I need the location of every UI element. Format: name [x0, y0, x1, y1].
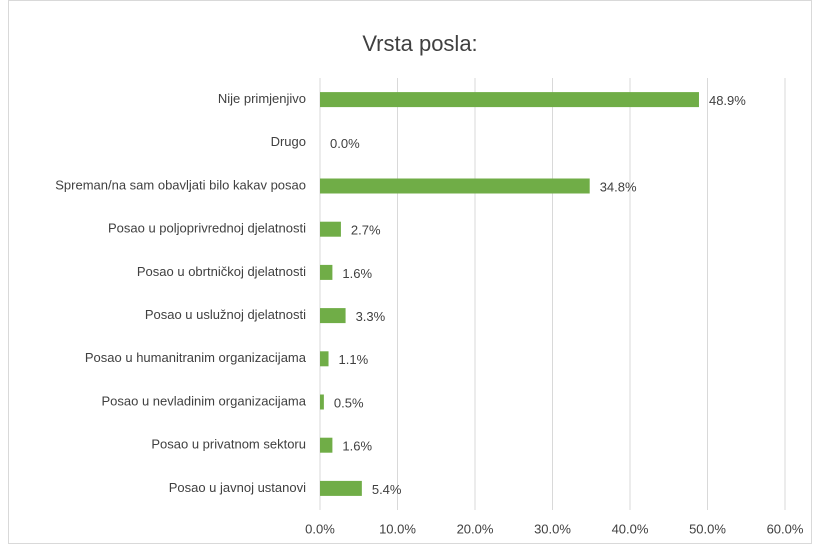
bar: [320, 92, 699, 108]
bar: [320, 308, 346, 324]
x-tick-label: 30.0%: [534, 521, 571, 536]
y-tick-label: Posao u nevladinim organizacijama: [101, 393, 306, 408]
chart-frame: [8, 0, 812, 544]
data-label: 0.0%: [330, 136, 360, 151]
data-label: 34.8%: [600, 179, 637, 194]
bar: [320, 437, 333, 453]
data-label: 0.5%: [334, 395, 364, 410]
bar: [320, 351, 329, 367]
bar: [320, 178, 590, 194]
data-label: 1.1%: [339, 352, 369, 367]
y-tick-label: Drugo: [271, 134, 306, 149]
data-label: 48.9%: [709, 93, 746, 108]
y-tick-label: Spreman/na sam obavljati bilo kakav posa…: [55, 177, 306, 192]
bar: [320, 264, 333, 280]
data-label: 2.7%: [351, 223, 381, 238]
x-tick-label: 50.0%: [689, 521, 726, 536]
bar: [320, 394, 324, 410]
data-label: 5.4%: [372, 482, 402, 497]
y-tick-label: Nije primjenjivo: [218, 91, 306, 106]
bar: [320, 480, 362, 496]
x-tick-label: 60.0%: [767, 521, 804, 536]
y-tick-label: Posao u privatnom sektoru: [151, 437, 306, 452]
y-tick-label: Posao u obrtničkoj djelatnosti: [137, 264, 306, 279]
data-label: 3.3%: [356, 309, 386, 324]
data-label: 1.6%: [342, 439, 372, 454]
data-label: 1.6%: [342, 266, 372, 281]
bar: [320, 221, 341, 237]
y-tick-label: Posao u javnoj ustanovi: [169, 480, 306, 495]
x-tick-label: 20.0%: [457, 521, 494, 536]
x-tick-label: 0.0%: [305, 521, 335, 536]
x-tick-label: 10.0%: [379, 521, 416, 536]
y-tick-label: Posao u uslužnoj djelatnosti: [145, 307, 306, 322]
y-tick-label: Posao u humanitranim organizacijama: [85, 350, 307, 365]
chart-title: Vrsta posla:: [362, 31, 477, 56]
x-tick-label: 40.0%: [612, 521, 649, 536]
y-tick-label: Posao u poljoprivrednoj djelatnosti: [108, 221, 306, 236]
